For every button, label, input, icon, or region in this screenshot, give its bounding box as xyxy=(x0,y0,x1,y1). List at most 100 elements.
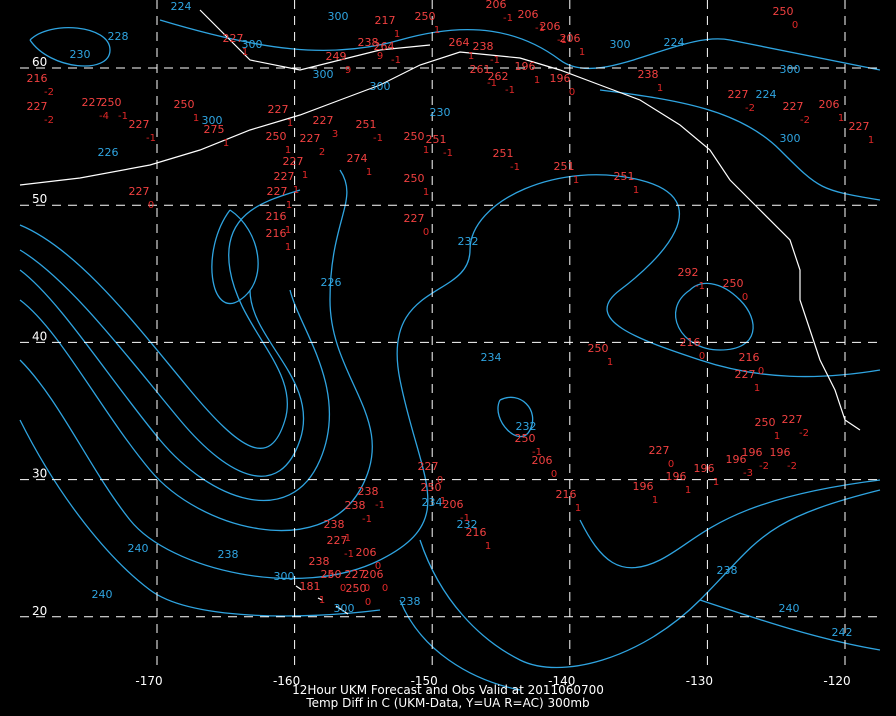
station-temp: 250 xyxy=(266,130,287,143)
contour-label: 300 xyxy=(313,68,334,81)
station-diff: 1 xyxy=(423,145,429,156)
station-diff: -1 xyxy=(695,281,705,292)
lon-label: -160 xyxy=(273,674,300,688)
station-diff: 1 xyxy=(868,135,874,146)
station-temp: 196 xyxy=(742,446,763,459)
station-temp: 196 xyxy=(694,462,715,475)
station-diff: -1 xyxy=(487,78,497,89)
station-temp: 206 xyxy=(532,454,553,467)
station-diff: 1 xyxy=(242,47,248,58)
contour-label: 300 xyxy=(328,10,349,23)
station-temp: 238 xyxy=(324,518,345,531)
station-diff: -1 xyxy=(532,447,542,458)
station-temp: 227 xyxy=(728,88,749,101)
station-diff: 0 xyxy=(551,469,557,480)
station-temp: 206 xyxy=(540,20,561,33)
contour-label: 240 xyxy=(92,588,113,601)
station-diff: 1 xyxy=(394,29,400,40)
station-diff: -1 xyxy=(362,514,372,525)
station-diff: 0 xyxy=(792,20,798,31)
station-diff: 1 xyxy=(713,477,719,488)
contour-label: 234 xyxy=(481,351,502,364)
station-temp: 181 xyxy=(300,580,321,593)
station-diff: -1 xyxy=(510,162,520,173)
station-diff: 2 xyxy=(319,147,325,158)
station-temp: 227 xyxy=(223,32,244,45)
station-temp: 227 xyxy=(783,100,804,113)
subtitle: Temp Diff in C (UKM-Data, Y=UA R=AC) 300… xyxy=(305,696,589,710)
station-diff: 1 xyxy=(286,200,292,211)
station-temp: 264 xyxy=(449,36,470,49)
station-diff: 1 xyxy=(633,185,639,196)
station-temp: 216 xyxy=(739,351,760,364)
station-diff: 1 xyxy=(319,595,325,606)
station-temp: 238 xyxy=(358,485,379,498)
contour-label: 238 xyxy=(717,564,738,577)
lat-label: 50 xyxy=(32,192,47,206)
station-temp: 206 xyxy=(356,546,377,559)
station-temp: 275 xyxy=(204,123,225,136)
labels: 2242282303003003003003002302262262322342… xyxy=(27,0,875,639)
station-temp: 250 xyxy=(404,172,425,185)
station-temp: 250 xyxy=(755,416,776,429)
station-temp: 227 xyxy=(268,103,289,116)
station-temp: 227 xyxy=(129,185,150,198)
station-diff: 1 xyxy=(468,51,474,62)
contour-label: 300 xyxy=(780,63,801,76)
station-temp: 206 xyxy=(560,32,581,45)
station-temp: 216 xyxy=(466,526,487,539)
station-diff: 1 xyxy=(293,185,299,196)
station-temp: 227 xyxy=(313,114,334,127)
lat-label: 30 xyxy=(32,467,47,481)
contour-label: 240 xyxy=(779,602,800,615)
station-temp: 250 xyxy=(404,130,425,143)
station-diff: 0 xyxy=(148,200,154,211)
station-diff: -1 xyxy=(373,133,383,144)
contour-label: 232 xyxy=(457,518,478,531)
station-diff: -2 xyxy=(759,461,769,472)
station-temp: 206 xyxy=(363,568,384,581)
station-diff: -1 xyxy=(460,513,470,524)
station-temp: 264 xyxy=(374,40,395,53)
title: 12Hour UKM Forecast and Obs Valid at 201… xyxy=(292,683,604,697)
station-temp: 216 xyxy=(27,72,48,85)
station-diff: -1 xyxy=(535,23,545,34)
station-diff: 0 xyxy=(365,597,371,608)
station-diff: 1 xyxy=(423,187,429,198)
station-diff: 1 xyxy=(575,503,581,514)
station-temp: 227 xyxy=(649,444,670,457)
station-temp: 227 xyxy=(849,120,870,133)
station-diff: 0 xyxy=(340,583,346,594)
lat-label: 40 xyxy=(32,329,47,343)
station-diff: 0 xyxy=(328,570,334,581)
contour-label: 300 xyxy=(610,38,631,51)
contour-label: 238 xyxy=(218,548,239,561)
contour-label: 300 xyxy=(274,570,295,583)
station-temp: 261 xyxy=(470,63,491,76)
station-diff: -2 xyxy=(745,103,755,114)
station-diff: 1 xyxy=(754,383,760,394)
station-temp: 251 xyxy=(554,160,575,173)
station-diff: 1 xyxy=(485,541,491,552)
station-diff: 1 xyxy=(652,495,658,506)
station-diff: 1 xyxy=(440,496,446,507)
station-temp: 227 xyxy=(782,413,803,426)
station-diff: 9 xyxy=(377,51,383,62)
station-temp: 250 xyxy=(588,342,609,355)
station-temp: 227 xyxy=(418,460,439,473)
station-diff: 0 xyxy=(437,475,443,486)
station-diff: 1 xyxy=(287,118,293,129)
contour-label: 224 xyxy=(664,36,685,49)
station-temp: 216 xyxy=(266,227,287,240)
station-temp: 227 xyxy=(129,118,150,131)
station-diff: 0 xyxy=(364,583,370,594)
station-diff: -2 xyxy=(800,115,810,126)
lon-label: -130 xyxy=(686,674,713,688)
station-diff: -2 xyxy=(44,87,54,98)
contour-label: 224 xyxy=(171,0,192,13)
station-temp: 217 xyxy=(375,14,396,27)
station-diff: 1 xyxy=(193,113,199,124)
station-temp: 206 xyxy=(443,498,464,511)
coastlines xyxy=(19,9,861,615)
